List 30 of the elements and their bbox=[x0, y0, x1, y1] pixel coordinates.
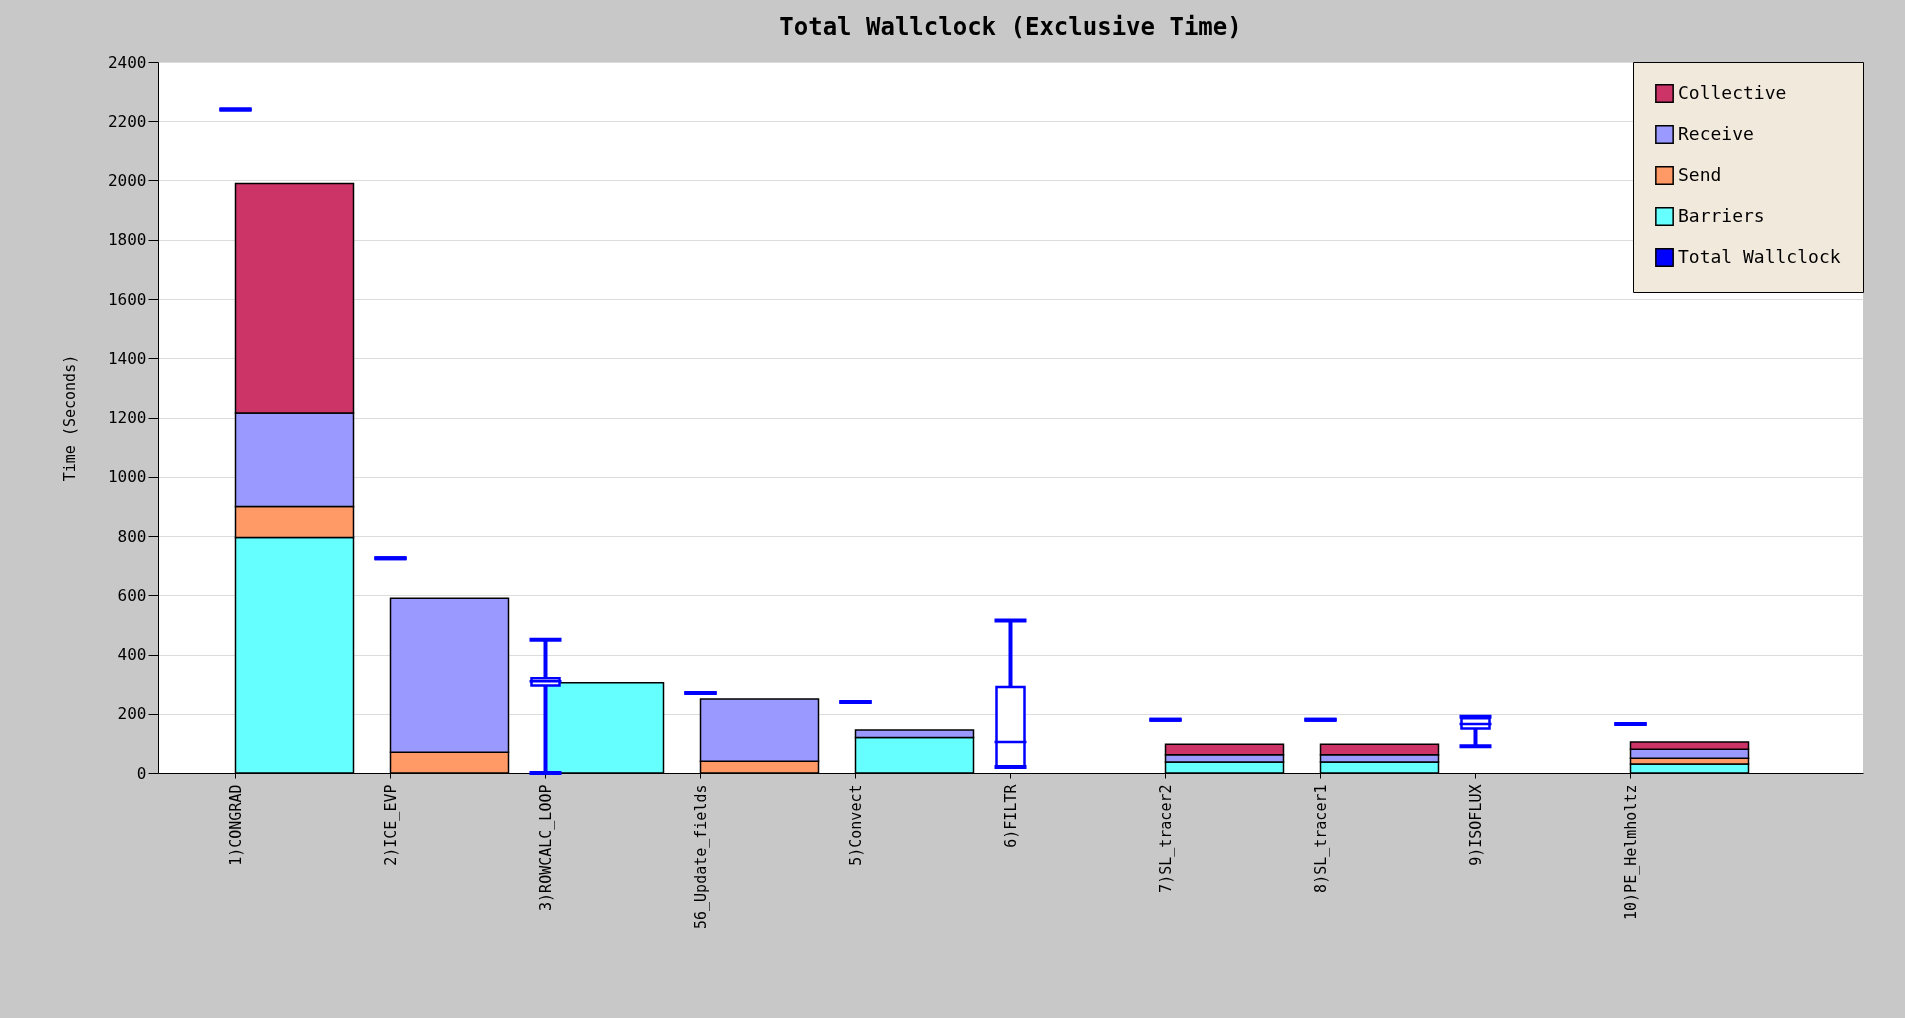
x-tick-label: 56_Update_fields bbox=[691, 784, 710, 929]
x-tick-label: 5)Convect bbox=[846, 784, 865, 866]
x-tick-label: 9)ISOFLUX bbox=[1466, 784, 1485, 866]
y-tick-label: 2400 bbox=[107, 52, 147, 72]
y-tick-label: 0 bbox=[136, 763, 147, 783]
x-tick-label: 1)CONGRAD bbox=[226, 784, 245, 866]
y-tick-label: 1600 bbox=[107, 289, 147, 309]
x-tick-label: 10)PE_Helmholtz bbox=[1621, 784, 1640, 920]
legend-label: Receive bbox=[1678, 122, 1754, 144]
y-tick-label: 800 bbox=[117, 526, 147, 546]
y-tick-label: 2000 bbox=[107, 171, 147, 190]
y-tick-label: 1000 bbox=[107, 467, 147, 487]
x-tick-label: 3)ROWCALC_LOOP bbox=[536, 784, 555, 911]
legend-label: Barriers bbox=[1678, 204, 1765, 226]
y-tick-label: 200 bbox=[117, 704, 147, 724]
x-tick-label: 8)SL_tracer1 bbox=[1311, 784, 1330, 893]
y-axis-title: Time (Seconds) bbox=[60, 354, 79, 482]
y-tick-label: 1800 bbox=[107, 230, 147, 250]
legend-label: Collective bbox=[1678, 81, 1787, 103]
y-tick-label: 1400 bbox=[107, 348, 147, 368]
legend-label: Send bbox=[1678, 163, 1722, 185]
legend-label: Total Wallclock bbox=[1678, 245, 1841, 267]
x-tick-label: 6)FILTR bbox=[1001, 783, 1020, 848]
y-tick-label: 2200 bbox=[107, 111, 147, 131]
chart-title: Total Wallclock (Exclusive Time) bbox=[779, 13, 1242, 41]
y-tick-label: 1200 bbox=[107, 408, 147, 427]
x-tick-label: 2)ICE_EVP bbox=[381, 784, 400, 866]
y-tick-label: 400 bbox=[117, 645, 147, 664]
x-tick-label: 7)SL_tracer2 bbox=[1156, 784, 1175, 893]
y-tick-label: 600 bbox=[117, 585, 147, 605]
